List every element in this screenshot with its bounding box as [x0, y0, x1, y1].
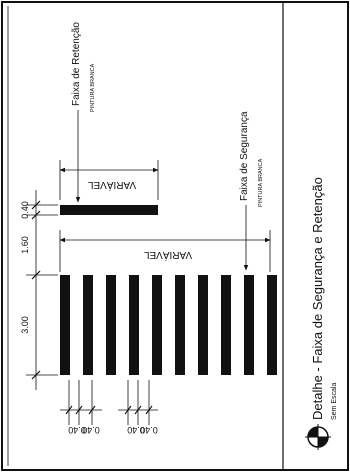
stripe-width-dim-2: 0.40 — [127, 425, 145, 435]
retention-stripe — [60, 205, 158, 215]
retention-variable-label: VARIÁVEL — [87, 179, 136, 192]
north-symbol-icon — [305, 424, 331, 450]
stripe-dimension-ticks — [65, 405, 153, 415]
safety-stripes — [60, 275, 277, 375]
drawing-title: Detalhe - Faixa de Segurança e Retenção — [310, 177, 325, 420]
safety-stripe — [152, 275, 162, 375]
safety-stripe — [83, 275, 93, 375]
stripe-gap-dim-1: 0.40 — [82, 425, 100, 435]
retention-width-dimension — [59, 160, 159, 200]
safety-stripe — [175, 275, 185, 375]
safety-paint-note: PINTURA BRANCA — [258, 158, 264, 207]
safety-stripe — [244, 275, 254, 375]
safety-stripe — [198, 275, 208, 375]
safety-stripe — [60, 275, 70, 375]
dimension-ticks — [31, 200, 41, 380]
safety-stripe — [267, 275, 277, 375]
retention-paint-note: PINTURA BRANCA — [90, 63, 96, 112]
retention-label: Faixa de Retenção — [71, 22, 82, 106]
stripe-gap-dim-2: 0.40 — [140, 425, 158, 435]
scale-note: Sem Escala — [331, 383, 338, 420]
gap-dim: 1.60 — [20, 236, 30, 254]
safety-length-dim: 3.00 — [20, 316, 30, 334]
retention-width-dim: 0.40 — [20, 201, 30, 219]
safety-stripe — [129, 275, 139, 375]
safety-variable-label: VARIÁVEL — [143, 249, 192, 262]
stripe-width-dim-1: 0.40 — [68, 425, 86, 435]
safety-stripe — [221, 275, 231, 375]
stripe-width-dimensions — [60, 380, 158, 425]
dimension-extension-lines — [26, 190, 58, 390]
safety-stripe — [106, 275, 116, 375]
safety-label: Faixa de Segurança — [239, 111, 250, 201]
safety-width-dimension — [59, 230, 271, 272]
